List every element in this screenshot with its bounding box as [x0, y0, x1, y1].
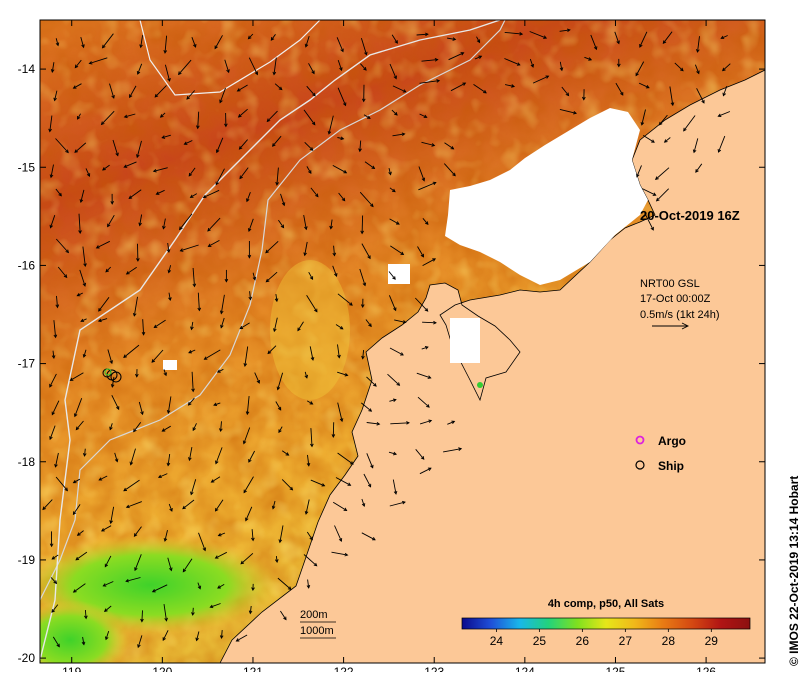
argo-label: Argo: [658, 434, 686, 448]
y-tick-label: -18: [18, 455, 36, 469]
x-tick-label: 121: [243, 665, 263, 672]
x-tick-label: 120: [152, 665, 172, 672]
ship-label: Ship: [658, 459, 684, 473]
x-tick-label: 126: [696, 665, 716, 672]
argo-float: [477, 382, 483, 388]
y-tick-label: -14: [18, 62, 36, 76]
cloud-patch-3: [450, 318, 480, 363]
cool-water-patch-3: [270, 260, 350, 400]
x-tick-label: 122: [334, 665, 354, 672]
y-tick-label: -15: [18, 160, 36, 174]
colorbar-tick-label: 29: [705, 634, 719, 648]
current-info-line1: NRT00 GSL: [640, 278, 700, 290]
contour-1000m-label: 1000m: [300, 625, 334, 637]
colorbar-tick-label: 28: [662, 634, 676, 648]
plot-area: [10, 20, 765, 672]
cloud-patch-2: [163, 360, 177, 370]
colorbar-tick-label: 25: [533, 634, 547, 648]
date-label: 20-Oct-2019 16Z: [640, 208, 740, 223]
y-tick-label: -17: [18, 357, 36, 371]
x-tick-label: 119: [62, 665, 81, 672]
colorbar-tick-label: 26: [576, 634, 590, 648]
colorbar-tick-label: 24: [490, 634, 504, 648]
current-info-line3: 0.5m/s (1kt 24h): [640, 309, 719, 321]
copyright: © IMOS 22-Oct-2019 13:14 Hobart: [787, 476, 801, 666]
current-info-line2: 17-Oct 00:00Z: [640, 293, 711, 305]
current-vector: [422, 322, 436, 323]
colorbar-tick-label: 27: [619, 634, 633, 648]
x-tick-label: 125: [605, 665, 625, 672]
y-tick-label: -16: [18, 258, 36, 272]
colorbar-title: 4h comp, p50, All Sats: [548, 598, 664, 610]
colorbar-gradient: [462, 618, 750, 629]
x-tick-label: 124: [515, 665, 535, 672]
y-tick-label: -20: [18, 651, 36, 665]
x-tick-label: 123: [424, 665, 444, 672]
y-tick-label: -19: [18, 553, 36, 567]
contour-200m-label: 200m: [300, 609, 328, 621]
current-vector: [362, 216, 363, 234]
